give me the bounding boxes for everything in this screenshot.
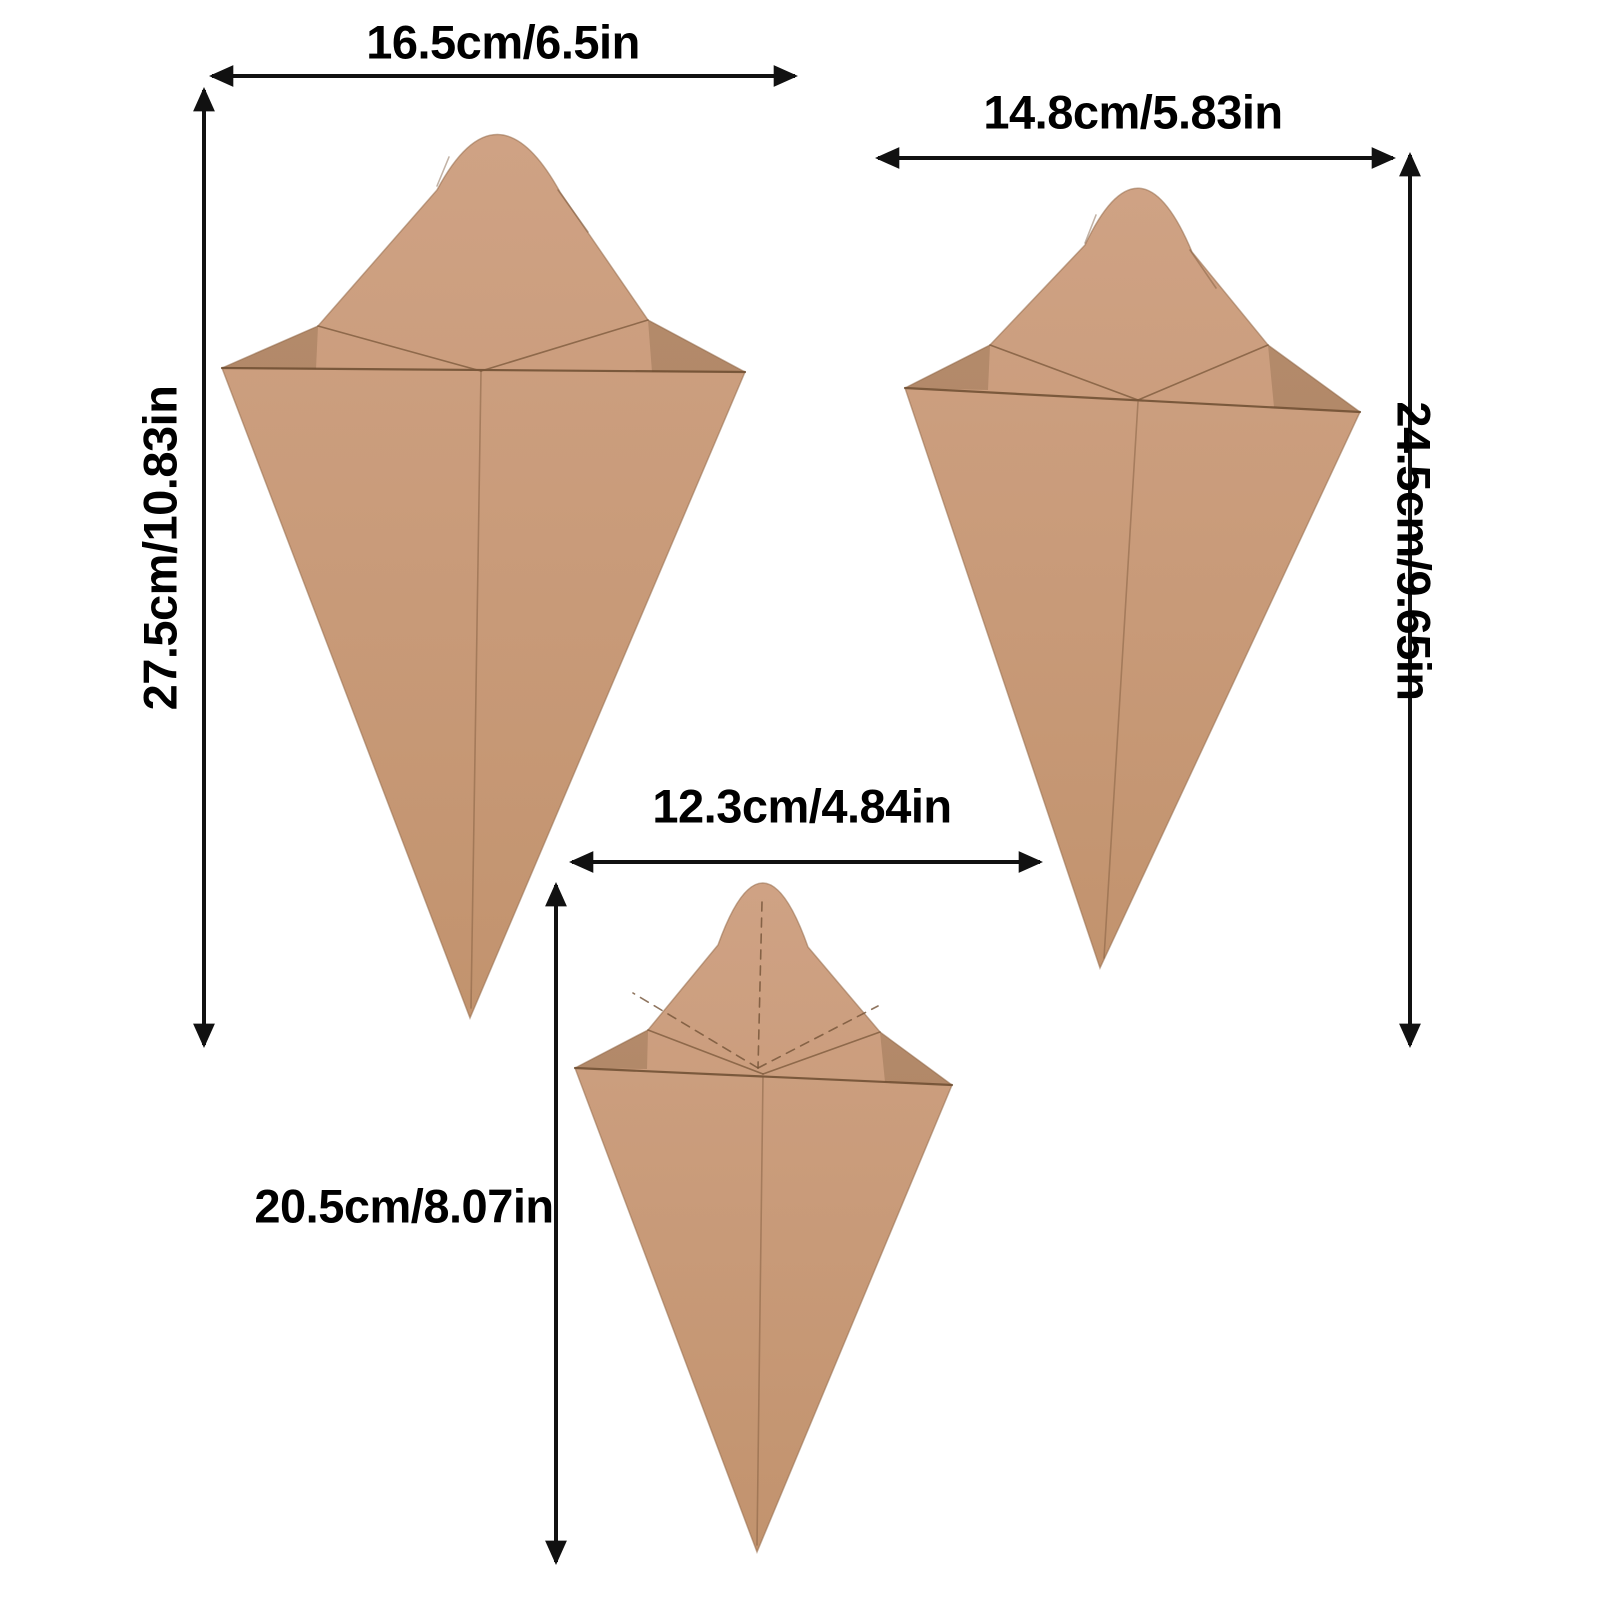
cone-small-right-corner-flap [880,1032,952,1085]
cone-large-left-corner-flap [222,326,318,369]
cone-small-left-flap-edge [647,1029,764,1075]
cone-large-tab-notch-right [557,189,589,233]
dimension-arrows [193,65,1421,1565]
cone-small-body [574,882,953,1555]
cone-small-left-corner-flap [575,1030,648,1069]
cone-medium-right-corner-flap [1268,345,1360,412]
cone-large-body [221,133,746,1021]
cone-large-tab-notch-left [436,156,450,187]
height-label-large-cone: 27.5cm/10.83in [133,385,187,711]
cone-small-fold-guide-left [632,992,759,1069]
cone-small-center-crease [756,1075,764,1546]
cone-medium-body [904,187,1361,971]
cone-medium-left-corner-flap [905,345,990,390]
cone-medium-right-flap-edge [1137,344,1269,401]
cone-medium-waist-fold [903,386,1362,414]
cone-large-right-corner-flap [648,320,745,372]
cone-medium-center-crease [1103,401,1139,959]
cone-large-center-crease [470,371,482,1009]
cone-large [220,133,747,1021]
cone-medium-tab-notch-left [1084,214,1097,244]
height-label-medium-cone: 24.5cm/9.65in [1387,401,1441,701]
width-label-medium-cone: 14.8cm/5.83in [983,85,1283,139]
cone-small-waist-fold [573,1066,954,1087]
width-label-large-cone: 16.5cm/6.5in [366,15,640,69]
cone-large-right-flap-edge [480,319,649,372]
cone-small [573,882,954,1555]
height-label-small-cone: 20.5cm/8.07in [254,1179,554,1233]
cone-small-fold-guide-center [757,901,763,1069]
width-label-small-cone: 12.3cm/4.84in [652,779,952,833]
cone-medium-left-flap-edge [989,344,1139,401]
cone-small-fold-guide-right [757,1005,879,1069]
cone-medium-tab-notch-right [1189,249,1217,289]
cone-medium [903,187,1362,971]
cone-large-left-flap-edge [317,325,482,372]
cone-small-right-flap-edge [762,1031,881,1075]
